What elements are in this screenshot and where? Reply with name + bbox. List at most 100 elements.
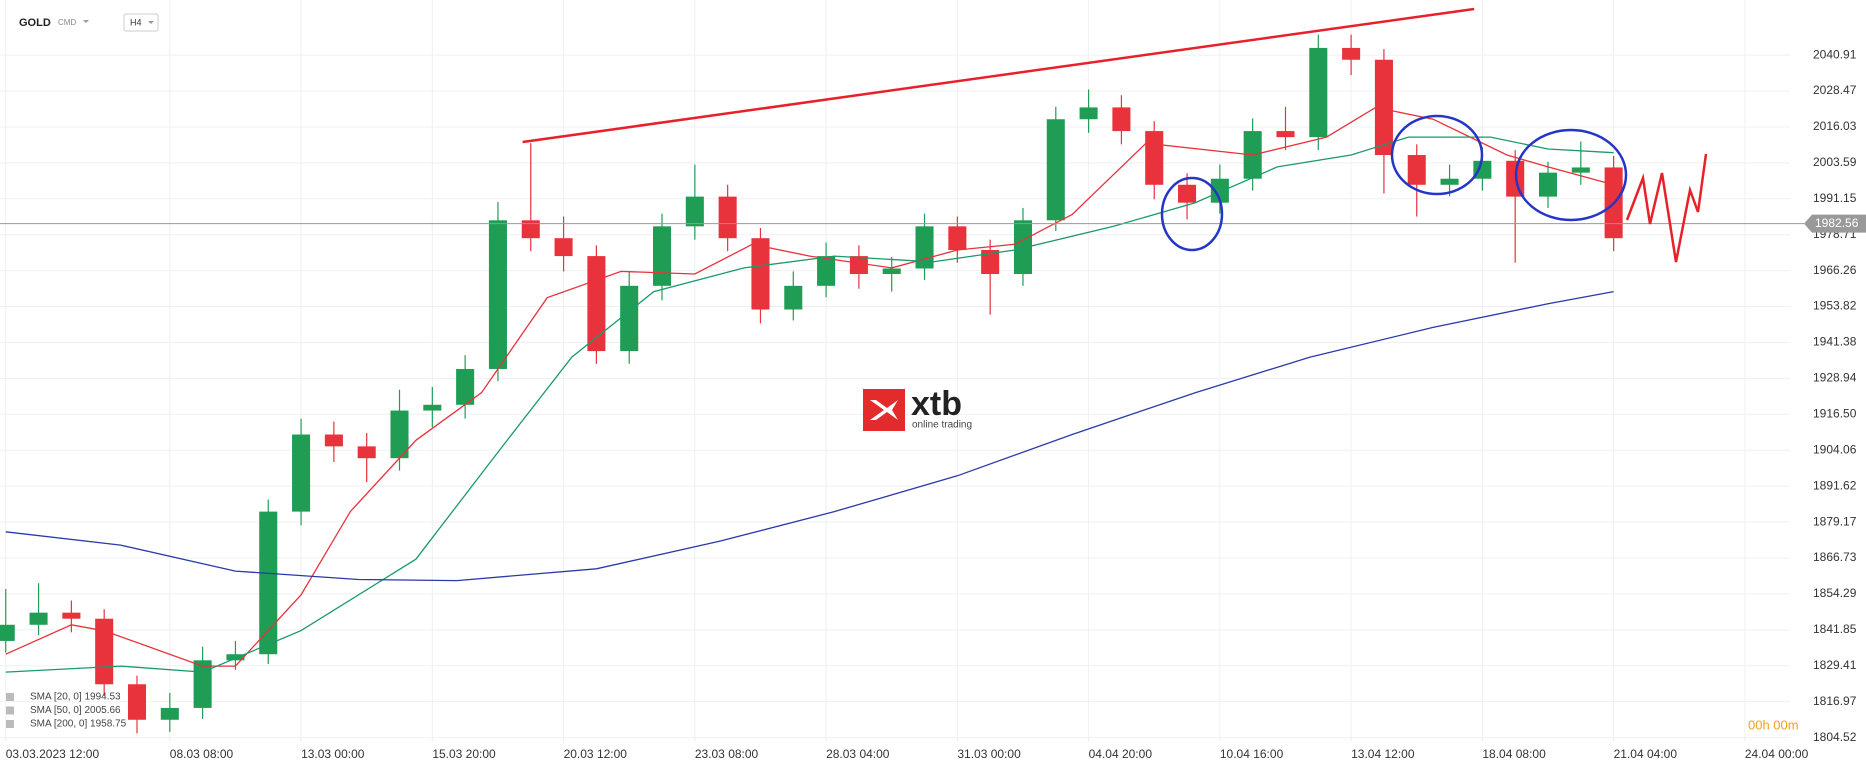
y-tick-label: 2040.91 bbox=[1813, 47, 1857, 61]
dropdown-icon[interactable] bbox=[148, 21, 154, 24]
candle-body bbox=[1079, 107, 1098, 120]
candle-body bbox=[160, 707, 179, 720]
logo-tagline: online trading bbox=[912, 420, 972, 431]
candle-body bbox=[554, 238, 573, 257]
y-tick-label: 1829.41 bbox=[1813, 658, 1857, 672]
candle-body bbox=[849, 256, 868, 274]
y-tick-label: 1891.62 bbox=[1813, 478, 1857, 492]
candle-body bbox=[882, 268, 901, 274]
candle-body bbox=[521, 220, 540, 239]
candle-body bbox=[620, 285, 639, 352]
candle-body bbox=[981, 250, 1000, 274]
y-tick-label: 1816.97 bbox=[1813, 694, 1857, 708]
candle-body bbox=[1046, 119, 1065, 221]
y-tick-label: 1904.06 bbox=[1813, 442, 1857, 456]
candle-body bbox=[29, 612, 48, 625]
legend-entry[interactable]: SMA [200, 0] 1958.75 bbox=[30, 719, 127, 730]
candle-body bbox=[1538, 172, 1558, 197]
x-tick-label: 24.04 00:00 bbox=[1745, 747, 1809, 761]
logo-x bbox=[870, 400, 898, 420]
candle-body bbox=[1374, 59, 1393, 156]
candle-body bbox=[1178, 184, 1197, 203]
y-tick-label: 2003.59 bbox=[1813, 155, 1857, 169]
candle-body bbox=[784, 285, 803, 310]
x-tick-label: 21.04 04:00 bbox=[1614, 747, 1678, 761]
x-tick-label: 04.04 20:00 bbox=[1089, 747, 1153, 761]
legend-icon[interactable] bbox=[6, 693, 14, 701]
candle-body bbox=[357, 446, 376, 459]
x-tick-label: 13.03 00:00 bbox=[301, 747, 365, 761]
legend: SMA [20, 0] 1994.53 SMA [50, 0] 2005.66 SM… bbox=[6, 692, 127, 730]
x-tick-label: 08.03 08:00 bbox=[170, 747, 234, 761]
forecast-zigzag bbox=[1625, 153, 1708, 263]
x-tick-label: 10.04 16:00 bbox=[1220, 747, 1284, 761]
y-tick-label: 1991.15 bbox=[1813, 191, 1857, 205]
trendline bbox=[522, 7, 1475, 144]
symbol[interactable]: GOLD bbox=[19, 17, 51, 29]
candle-body bbox=[0, 624, 15, 641]
countdown: 00h 00m bbox=[1748, 717, 1799, 732]
x-tick-label: 20.03 12:00 bbox=[564, 747, 628, 761]
dropdown-icon[interactable] bbox=[83, 20, 89, 23]
candle-body bbox=[423, 404, 442, 411]
y-tick-label: 2028.47 bbox=[1813, 83, 1857, 97]
annotation-ellipse bbox=[1160, 176, 1224, 252]
x-tick-label: 15.03 20:00 bbox=[432, 747, 496, 761]
candle-body bbox=[718, 196, 737, 239]
y-tick-label: 1841.85 bbox=[1813, 622, 1857, 636]
sma-line bbox=[5, 136, 1614, 673]
marks-layer bbox=[0, 7, 1804, 734]
sma-line bbox=[5, 290, 1614, 582]
legend-icon[interactable] bbox=[6, 720, 14, 728]
y-tick-label: 1879.17 bbox=[1813, 514, 1857, 528]
logo-brand: xtb bbox=[911, 385, 962, 423]
y-tick-label: 1953.82 bbox=[1813, 299, 1857, 313]
y-tick-label: 1928.94 bbox=[1813, 371, 1857, 385]
candle-body bbox=[324, 434, 343, 447]
candle-body bbox=[1210, 178, 1229, 203]
x-tick-label: 03.03.2023 12:00 bbox=[6, 747, 100, 761]
y-tick-label: 1941.38 bbox=[1813, 335, 1857, 349]
candle-body bbox=[587, 256, 606, 352]
candle-body bbox=[685, 196, 704, 227]
candle-body bbox=[817, 256, 836, 286]
y-tick-label: 1916.50 bbox=[1813, 406, 1857, 420]
candle-body bbox=[1276, 131, 1295, 138]
legend-entry[interactable]: SMA [50, 0] 2005.66 bbox=[30, 705, 121, 716]
legend-entry[interactable]: SMA [20, 0] 1994.53 bbox=[30, 692, 121, 703]
annotation-ellipse bbox=[1390, 114, 1484, 196]
y-tick-label: 1804.52 bbox=[1813, 730, 1857, 744]
candle-body bbox=[390, 410, 409, 459]
candle-body bbox=[1112, 107, 1131, 132]
candle-body bbox=[292, 434, 311, 512]
x-tick-label: 28.03 04:00 bbox=[826, 747, 890, 761]
candle-body bbox=[127, 684, 147, 720]
candle-body bbox=[1309, 47, 1328, 138]
x-tick-label: 18.04 08:00 bbox=[1482, 747, 1546, 761]
y-tick-label: 2016.03 bbox=[1813, 119, 1857, 133]
candle-body bbox=[1145, 131, 1164, 185]
candle-body bbox=[1013, 220, 1032, 274]
candle-body bbox=[456, 368, 475, 405]
last-price-tag bbox=[1804, 214, 1866, 233]
last-price-label: 1982.56 bbox=[1815, 216, 1859, 230]
candle-body bbox=[652, 226, 672, 286]
market: CMD bbox=[58, 18, 76, 27]
y-tick-label: 1854.29 bbox=[1813, 586, 1857, 600]
x-tick-label: 13.04 12:00 bbox=[1351, 747, 1415, 761]
candle-body bbox=[1440, 178, 1459, 185]
legend-icon[interactable] bbox=[6, 706, 14, 715]
candle-body bbox=[259, 511, 278, 655]
candle-body bbox=[1473, 160, 1492, 179]
candle-body bbox=[62, 612, 81, 619]
candle-body bbox=[948, 226, 967, 251]
candle-body bbox=[193, 660, 212, 708]
candle-body bbox=[95, 618, 114, 685]
x-tick-label: 31.03 00:00 bbox=[957, 747, 1021, 761]
candle-body bbox=[1407, 155, 1426, 185]
interval-box[interactable] bbox=[123, 13, 159, 32]
y-tick-label: 1966.26 bbox=[1813, 263, 1857, 277]
interval[interactable]: H4 bbox=[130, 17, 142, 27]
